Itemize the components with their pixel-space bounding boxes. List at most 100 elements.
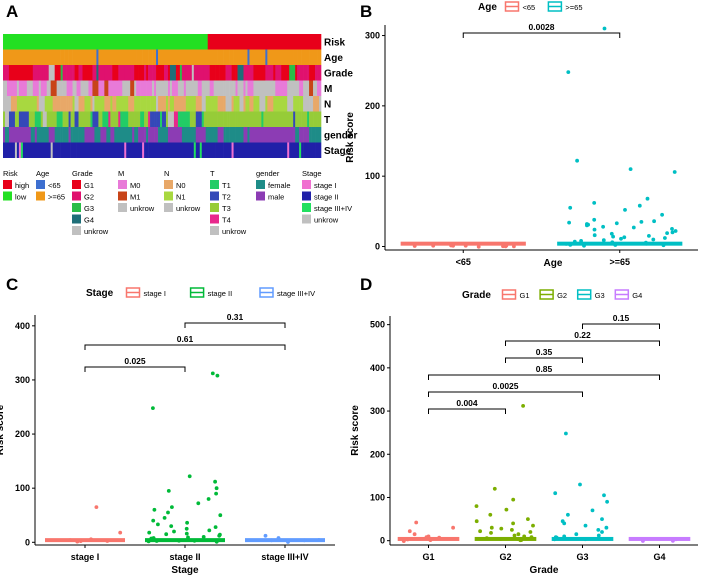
data-point <box>631 225 636 230</box>
data-point <box>504 507 509 512</box>
heatmap-cell <box>193 49 201 65</box>
heatmap-cell <box>319 96 322 112</box>
heatmap-cell <box>118 80 123 96</box>
heatmap-cell <box>247 49 250 65</box>
data-point <box>286 540 290 544</box>
data-point <box>217 533 222 538</box>
data-point <box>213 479 218 484</box>
data-point <box>437 535 442 540</box>
heatmap-cell <box>223 49 230 65</box>
heatmap-cell <box>287 80 292 96</box>
heatmap-cell <box>177 111 185 127</box>
heatmap-cell <box>64 49 69 65</box>
heatmap-cell <box>162 111 167 127</box>
data-point <box>498 537 503 541</box>
legend-item-label: <65 <box>48 181 61 190</box>
data-point <box>170 505 174 509</box>
heatmap-cell <box>134 127 137 143</box>
heatmap-cell <box>281 96 288 112</box>
legend-swatch <box>302 191 311 201</box>
heatmap-cell <box>136 49 143 65</box>
heatmap-cell <box>247 111 252 127</box>
heatmap-cell <box>10 96 18 112</box>
heatmap-cell <box>179 96 187 112</box>
legend-swatch <box>164 203 173 212</box>
data-point <box>521 404 525 408</box>
heatmap-cell <box>10 127 18 143</box>
heatmap-cell <box>243 142 252 158</box>
legend-key <box>614 289 630 300</box>
heatmap-cell <box>144 142 149 158</box>
heatmap-cell <box>167 127 171 143</box>
heatmap-cell <box>301 142 304 158</box>
heatmap-cell <box>82 65 89 81</box>
data-point <box>600 530 604 534</box>
legend-swatch <box>72 191 81 201</box>
heatmap-cell <box>235 127 242 143</box>
data-point <box>518 538 523 543</box>
p-value-label: 0.31 <box>227 312 244 322</box>
heatmap-cell <box>80 65 83 81</box>
heatmap-cell <box>92 96 95 112</box>
heatmap-cell <box>315 127 322 143</box>
data-point <box>504 243 509 248</box>
heatmap-cell <box>257 142 270 158</box>
heatmap-cell <box>32 80 40 96</box>
data-point <box>663 236 667 240</box>
heatmap-cell <box>177 80 181 96</box>
heatmap-cell <box>289 142 300 158</box>
x-tick-label: G4 <box>653 552 665 562</box>
data-point <box>75 539 80 544</box>
heatmap-cell <box>22 142 32 158</box>
heatmap-cell <box>309 65 316 81</box>
heatmap-cell <box>112 96 115 112</box>
annotation-heatmap <box>3 34 322 158</box>
heatmap-cell <box>195 96 199 112</box>
heatmap-cell <box>60 127 63 143</box>
y-tick-label: 200 <box>15 429 30 439</box>
data-point <box>622 235 627 240</box>
legend-swatch <box>72 214 81 224</box>
heatmap-cell <box>16 80 20 96</box>
heatmap-cell <box>301 111 308 127</box>
p-value-label: 0.0028 <box>529 22 555 32</box>
data-point <box>590 508 595 513</box>
heatmap-cell <box>195 127 203 143</box>
heatmap-cell <box>22 80 28 96</box>
heatmap-cell <box>241 127 244 143</box>
heatmap-cell <box>299 142 302 158</box>
heatmap-cell <box>98 65 105 81</box>
heatmap-cell <box>134 65 139 81</box>
heatmap-cell <box>130 80 135 96</box>
data-point <box>263 533 268 538</box>
heatmap-cell <box>122 96 129 112</box>
box--65 <box>557 241 683 246</box>
heatmap-cell <box>136 80 141 96</box>
heatmap-cell <box>191 96 197 112</box>
data-point <box>510 528 514 532</box>
data-point <box>651 237 656 242</box>
heatmap-cell <box>295 111 302 127</box>
data-point <box>553 491 558 496</box>
heatmap-cell <box>128 96 135 112</box>
legend-item-label: N1 <box>176 193 186 202</box>
heatmap-cell <box>285 111 292 127</box>
heatmap-cell <box>20 49 30 65</box>
heatmap-cell <box>309 80 314 96</box>
heatmap-cell <box>269 111 274 127</box>
heatmap-cell <box>34 127 38 143</box>
x-axis-title: Stage <box>171 565 199 575</box>
data-point <box>579 239 583 243</box>
heatmap-cell <box>293 96 300 112</box>
data-point <box>512 533 517 538</box>
heatmap-cell <box>130 142 143 158</box>
heatmap-cell <box>201 142 207 158</box>
legend-swatch <box>256 180 265 189</box>
legend-group-title: Risk <box>3 169 18 178</box>
data-point <box>566 512 570 517</box>
heatmap-cell <box>303 127 310 143</box>
heatmap-cell <box>158 127 163 143</box>
legend-swatch <box>302 180 311 189</box>
heatmap-cell <box>255 111 258 127</box>
legend-title: Stage <box>86 288 114 299</box>
